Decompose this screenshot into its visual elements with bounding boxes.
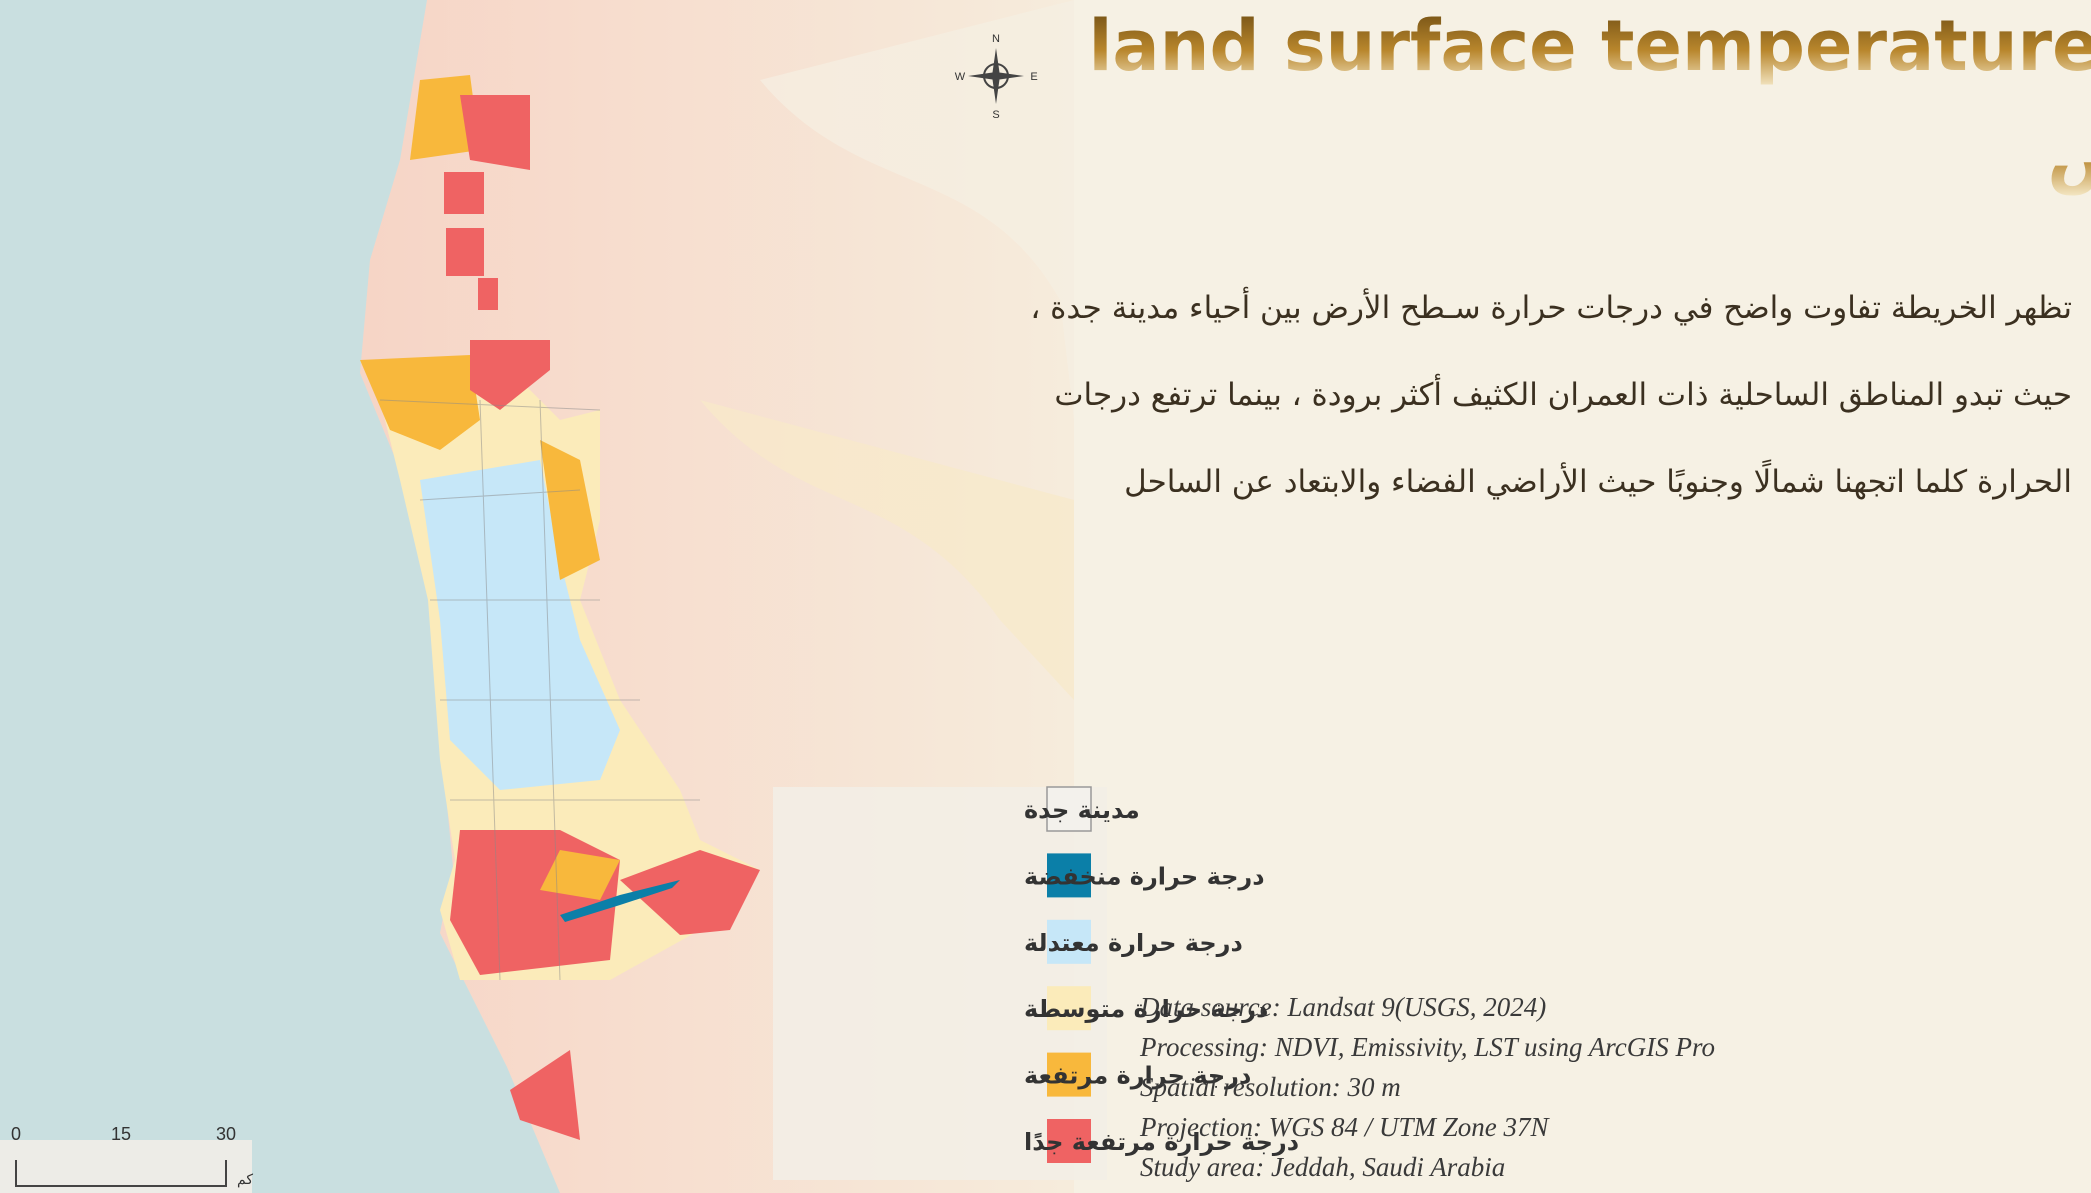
metadata-line: Study area: Jeddah, Saudi Arabia (1140, 1152, 1505, 1182)
legend-swatch (1047, 1119, 1091, 1163)
sea (0, 0, 560, 1193)
subtitle: درجة حرارة سطح الأرض (2047, 109, 2091, 196)
legend: مدينة جدة درجة حرارة منخفضة درجة حرارة معت… (773, 786, 1299, 1180)
very-high-zone (460, 95, 530, 170)
very-high-zone (478, 278, 498, 310)
metadata-line: Processing: NDVI, Emissivity, LST using … (1139, 1032, 1715, 1062)
scale-label: 15 (111, 1124, 131, 1144)
compass-west: W (955, 71, 966, 83)
high-zone (540, 850, 620, 900)
inland-pattern (700, 400, 1074, 700)
metadata-line: Projection: WGS 84 / UTM Zone 37N (1139, 1112, 1550, 1142)
legend-label: درجة حرارة منخفضة (1024, 862, 1265, 890)
legend-swatch (1047, 986, 1091, 1031)
legend-label: درجة حرارة مرتفعة جدًا (1024, 1128, 1299, 1156)
compass-south: S (992, 109, 999, 121)
scale-bar: 0 15 30 كم (0, 1124, 253, 1193)
very-high-zone (470, 340, 550, 410)
legend-swatch (1047, 1052, 1091, 1097)
title: land surface temperature (1088, 5, 2091, 87)
description-line: حيث تبدو المناطق الساحلية ذات العمران ال… (1054, 374, 2072, 413)
map (0, 0, 1074, 1193)
very-high-zone (450, 830, 620, 975)
inland-pattern (760, 0, 1074, 420)
legend-label: درجة حرارة معتدلة (1024, 929, 1243, 957)
very-high-zone (446, 228, 484, 276)
metadata-line: Spatial resolution: 30 m (1140, 1072, 1401, 1102)
description-line: الحرارة كلما اتجهنا شمالًا وجنوبًا حيث ا… (1124, 459, 2072, 500)
very-high-zone (510, 1050, 580, 1140)
scale-label: 0 (11, 1124, 21, 1144)
very-high-zone (444, 172, 484, 214)
description: تظهر الخريطة تفاوت واضح في درجات حرارة س… (1030, 287, 2072, 500)
legend-swatch (1047, 919, 1091, 964)
moderate-zone (420, 460, 620, 790)
scale-label: 30 (216, 1124, 236, 1144)
low-zone (560, 880, 680, 922)
legend-label: درجة حرارة مرتفعة (1024, 1062, 1251, 1090)
high-zone (540, 440, 600, 580)
legend-label: مدينة جدة (1024, 796, 1140, 824)
compass-star (968, 48, 1024, 104)
scale-unit: كم (237, 1171, 253, 1188)
metadata-line: Data source: Landsat 9(USGS, 2024) (1139, 992, 1546, 1022)
compass: N S E W (955, 33, 1038, 121)
compass-north: N (992, 33, 1000, 45)
description-line: تظهر الخريطة تفاوت واضح في درجات حرارة س… (1030, 287, 2072, 326)
legend-background (773, 787, 1107, 1180)
legend-swatch (1047, 853, 1091, 898)
compass-east: E (1030, 71, 1037, 83)
scale-line (15, 1160, 227, 1187)
very-high-zone (620, 850, 760, 935)
district-boundaries (379, 399, 700, 981)
legend-label: درجة حرارة متوسطة (1024, 995, 1268, 1023)
legend-swatch (1046, 786, 1092, 832)
high-zone (360, 355, 480, 450)
scale-background (0, 1140, 252, 1193)
metadata: Data source: Landsat 9(USGS, 2024) Proces… (1139, 992, 1715, 1182)
